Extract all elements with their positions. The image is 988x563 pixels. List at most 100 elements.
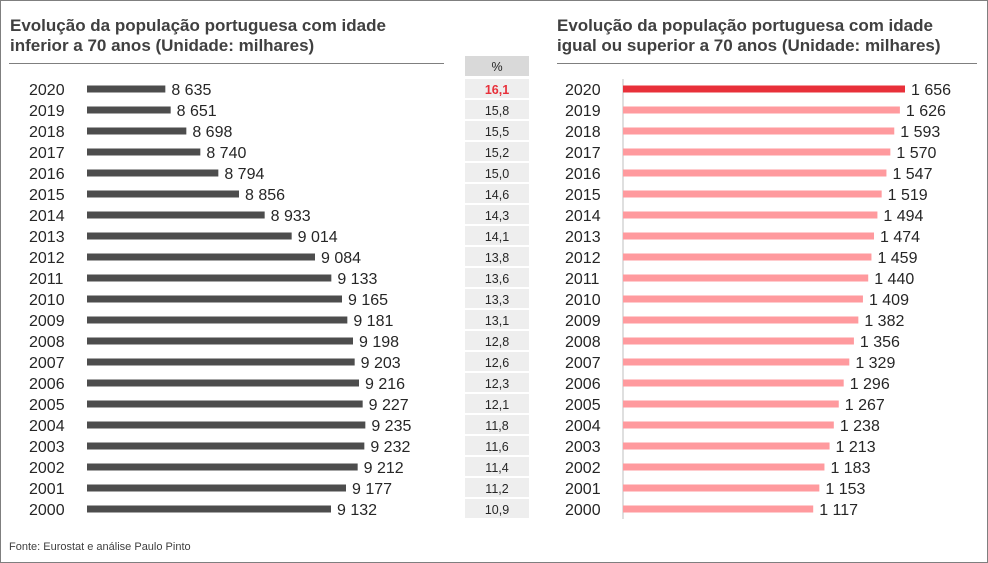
right-bar — [623, 295, 863, 303]
pct-value: 13,3 — [485, 293, 509, 307]
left-value-label: 8 794 — [224, 166, 264, 183]
pct-value: 15,5 — [485, 125, 509, 139]
pct-cell — [465, 436, 529, 455]
pct-value: 12,8 — [485, 335, 509, 349]
right-bar — [623, 85, 905, 93]
right-value-label: 1 459 — [877, 250, 917, 267]
left-value-label: 8 740 — [206, 145, 246, 162]
right-year-label: 2018 — [565, 124, 601, 141]
left-year-label: 2008 — [29, 334, 65, 351]
right-year-label: 2008 — [565, 334, 601, 351]
right-bar — [623, 169, 887, 177]
right-value-label: 1 519 — [888, 187, 928, 204]
pct-value: 10,9 — [485, 503, 509, 517]
pct-cell — [465, 394, 529, 413]
right-bar — [623, 316, 859, 324]
pct-cell — [465, 268, 529, 287]
left-year-label: 2011 — [29, 271, 64, 288]
left-year-label: 2006 — [29, 376, 65, 393]
left-bar — [87, 169, 219, 177]
right-year-label: 2000 — [565, 502, 601, 519]
right-year-label: 2003 — [565, 439, 601, 456]
left-bar — [87, 274, 332, 282]
left-bar — [87, 106, 171, 114]
right-bar — [623, 337, 854, 345]
right-value-label: 1 117 — [819, 502, 858, 519]
right-bar — [623, 106, 900, 114]
right-value-label: 1 213 — [836, 439, 876, 456]
right-value-label: 1 440 — [874, 271, 914, 288]
right-chart-title-line1: Evolução da população portuguesa com ida… — [557, 16, 933, 35]
pct-value: 14,1 — [485, 230, 509, 244]
pct-header-cell — [465, 56, 529, 76]
left-bar — [87, 148, 201, 156]
pct-cell — [465, 247, 529, 266]
right-bar — [623, 505, 814, 513]
pct-value: 13,6 — [485, 272, 509, 286]
left-year-label: 2004 — [29, 418, 65, 435]
left-bar — [87, 484, 346, 492]
pct-value: 13,1 — [485, 314, 509, 328]
pct-cell — [465, 499, 529, 518]
left-chart-title: Evolução da população portuguesa com ida… — [10, 16, 450, 56]
right-bar — [623, 190, 882, 198]
right-bar — [623, 463, 825, 471]
pct-cell — [465, 289, 529, 308]
left-bar — [87, 316, 348, 324]
source-note: Fonte: Eurostat e análise Paulo Pinto — [9, 541, 191, 553]
left-year-label: 2005 — [29, 397, 65, 414]
left-value-label: 9 084 — [321, 250, 361, 267]
left-bar — [87, 505, 331, 513]
left-bar — [87, 85, 166, 93]
left-bar — [87, 253, 315, 261]
right-bar — [623, 484, 820, 492]
right-value-label: 1 356 — [860, 334, 900, 351]
left-year-label: 2012 — [29, 250, 65, 267]
right-year-label: 2017 — [565, 145, 601, 162]
percentage-column: % 16,1 15,8 15,5 15,2 15,0 14,6 14,3 14,1 13,8 13,… — [465, 56, 529, 518]
left-value-label: 8 651 — [177, 103, 217, 120]
left-bar — [87, 211, 265, 219]
right-year-label: 2011 — [565, 271, 600, 288]
pct-value: 15,8 — [485, 104, 509, 118]
right-year-label: 2015 — [565, 187, 601, 204]
pct-value: 15,2 — [485, 146, 509, 160]
right-value-label: 1 593 — [900, 124, 940, 141]
right-year-label: 2019 — [565, 103, 601, 120]
left-year-label: 2007 — [29, 355, 65, 372]
left-value-label: 9 014 — [298, 229, 338, 246]
pct-cell — [465, 457, 529, 476]
right-bar — [623, 358, 850, 366]
right-bar — [623, 211, 878, 219]
left-value-label: 9 165 — [348, 292, 388, 309]
pct-value: 12,3 — [485, 377, 509, 391]
right-year-label: 2007 — [565, 355, 601, 372]
pct-cell — [465, 373, 529, 392]
right-bar — [623, 421, 834, 429]
right-value-label: 1 494 — [883, 208, 923, 225]
left-bar — [87, 379, 359, 387]
pct-value: 14,6 — [485, 188, 509, 202]
left-value-label: 9 212 — [364, 460, 404, 477]
left-value-label: 8 933 — [271, 208, 311, 225]
pct-cell — [465, 142, 529, 161]
right-bar — [623, 400, 839, 408]
right-bar — [623, 127, 895, 135]
right-value-label: 1 183 — [830, 460, 870, 477]
left-year-label: 2017 — [29, 145, 65, 162]
pct-value: 16,1 — [485, 83, 509, 97]
pct-cell — [465, 310, 529, 329]
right-year-label: 2001 — [565, 481, 601, 498]
right-value-label: 1 570 — [896, 145, 936, 162]
left-value-label: 8 698 — [192, 124, 232, 141]
right-year-label: 2010 — [565, 292, 601, 309]
left-bar-chart: 2020 8 635 2019 8 651 2018 8 698 2017 8 740 2016… — [29, 82, 411, 519]
left-value-label: 9 177 — [352, 481, 392, 498]
right-year-label: 2013 — [565, 229, 601, 246]
left-year-label: 2016 — [29, 166, 65, 183]
pct-cell — [465, 121, 529, 140]
pct-value: 11,4 — [485, 461, 508, 475]
pct-cell — [465, 415, 529, 434]
left-bar — [87, 190, 239, 198]
